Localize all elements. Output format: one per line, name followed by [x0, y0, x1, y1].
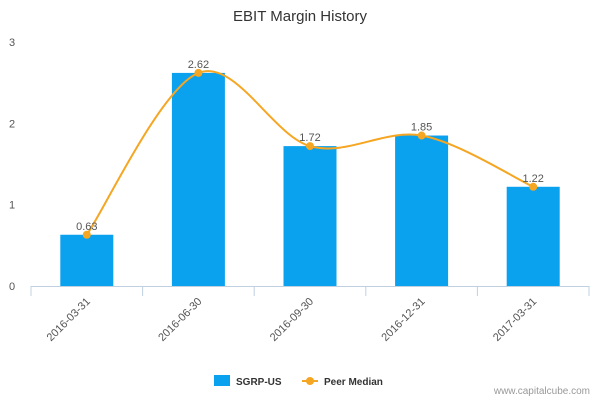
y-tick-label: 0 — [9, 281, 15, 293]
data-label: 1.22 — [522, 173, 543, 185]
y-tick-label: 3 — [9, 37, 15, 49]
peer-median-point — [417, 131, 426, 140]
x-tick-label: 2017-03-31 — [491, 296, 539, 344]
legend-label: Peer Median — [324, 377, 383, 388]
data-label: 1.72 — [299, 132, 320, 144]
legend-swatch-sgrp — [214, 375, 230, 386]
data-label: 1.85 — [411, 122, 432, 134]
bar — [283, 146, 337, 286]
legend: SGRP-US Peer Median — [214, 375, 383, 388]
bar — [395, 135, 449, 286]
peer-median-point — [529, 182, 538, 191]
peer-median-point — [194, 68, 203, 77]
watermark: www.capitalcube.com — [493, 386, 590, 397]
y-tick-label: 1 — [9, 200, 15, 212]
peer-median-point — [82, 230, 91, 239]
x-tick-label: 2016-09-30 — [268, 296, 316, 344]
x-tick-label: 2016-12-31 — [379, 296, 427, 344]
y-axis: 0 1 2 3 — [9, 37, 15, 293]
chart-title: EBIT Margin History — [233, 8, 367, 25]
data-label: 0.63 — [76, 221, 97, 233]
x-tick-label: 2016-03-31 — [45, 296, 93, 344]
bar — [171, 72, 225, 286]
x-axis: 2016-03-31 2016-06-30 2016-09-30 2016-12-31… — [30, 286, 590, 344]
plot-area: 0.63 2.62 1.72 1.85 1.22 — [60, 59, 560, 286]
y-tick-label: 2 — [9, 118, 15, 130]
legend-marker-peer-median — [306, 377, 314, 385]
legend-label: SGRP-US — [236, 377, 282, 388]
bar — [506, 186, 560, 286]
data-label: 2.62 — [188, 59, 209, 71]
peer-median-point — [306, 142, 314, 151]
x-tick-label: 2016-06-30 — [156, 296, 204, 344]
peer-median-line — [85, 70, 534, 236]
bar — [60, 234, 114, 286]
